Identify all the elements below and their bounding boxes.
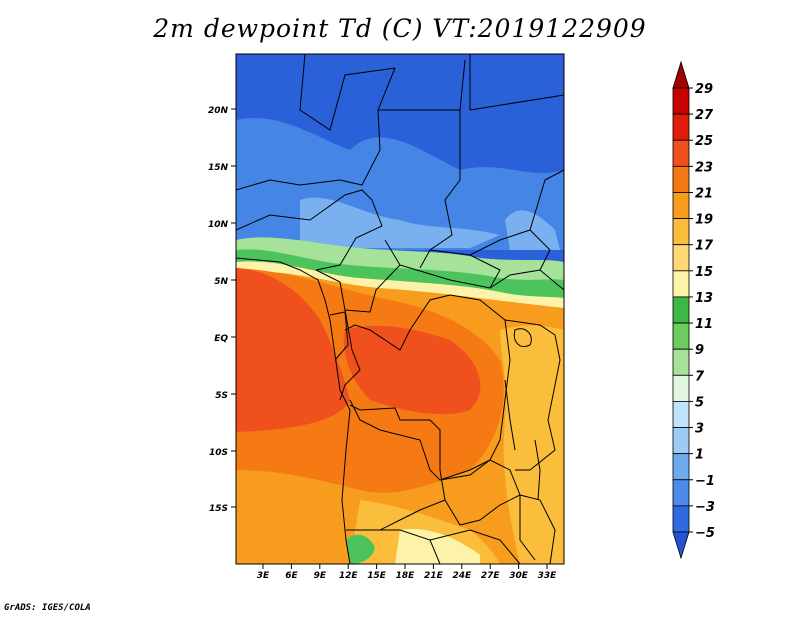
lat-label: 15N [208,163,229,173]
border-tanzania [504,319,561,471]
field-red-orange-congo [343,325,481,415]
colorbar-segment [672,479,690,507]
lon-label: 18E [396,571,416,581]
border-car [399,249,501,289]
colorbar-segment [672,113,690,141]
border-congo [339,309,361,401]
field-red-orange [236,268,350,432]
lon-label: 6E [285,571,298,581]
border-angola [346,404,446,531]
colorbar-label: 21 [695,186,713,201]
colorbar-segment [672,87,690,115]
border-niger-chad [236,67,396,191]
colorbar-segment [672,192,690,219]
colorbar-label: 19 [695,213,713,228]
border-drc [344,294,511,481]
colorbar-label: 25 [695,134,713,149]
lon-label: 33E [538,571,558,581]
colorbar-segment [672,218,690,246]
lon-label: 15E [367,571,387,581]
lat-label: EQ [214,334,228,344]
lon-label: 21E [424,571,444,581]
colorbar-label: 9 [695,343,704,358]
lon-label: 3E [257,571,270,581]
border-coast-west [236,257,351,564]
field-pale-yellow-south [395,529,480,564]
colorbar-segment [672,296,690,324]
border-ethiopia [529,169,564,231]
colorbar-segment [672,270,690,298]
border-gabon [329,311,349,361]
colorbar-segment [672,427,690,455]
lat-label: 15S [209,504,228,514]
lat-label: 5N [214,277,228,287]
colorbar-segment [672,244,690,272]
border-algeria-libya [299,54,396,131]
border-chad-sudan [378,59,466,269]
colorbar-label: 7 [695,369,705,384]
lake-malawi [534,439,541,501]
colorbar-segment [672,374,690,402]
colorbar-segment [672,505,690,533]
colorbar-label: 13 [695,291,713,306]
lon-label: 12E [339,571,359,581]
colorbar-label: −5 [695,526,715,541]
lake-victoria [513,328,532,347]
colorbar-label: 1 [695,448,704,463]
map-title: 2m dewpoint Td (C) VT:2019122909 [153,14,647,43]
border-south-sudan [469,229,551,289]
colorbar: 29 27 25 23 21 19 17 15 13 11 9 7 5 3 1 −1 −3 −5 [672,60,715,560]
dewpoint-field [236,54,564,564]
colorbar-label: 15 [695,265,713,280]
field-light-orange-east [500,325,564,564]
colorbar-label: 11 [695,317,713,332]
border-kenya [539,269,564,330]
colorbar-label: 29 [695,82,713,97]
lat-label: 10S [209,448,228,458]
border-sudan-egypt [469,94,564,111]
colorbar-bottom-arrow [672,531,690,560]
lat-label: 5S [215,391,228,401]
colorbar-label: 17 [695,239,714,254]
lon-label: 27E [481,571,501,581]
field-light-blue-east [505,210,560,250]
colorbar-label: 3 [695,422,704,437]
colorbar-top-arrow [672,60,690,89]
lat-label: 10N [208,220,229,230]
field-green-patch-namibia [346,534,375,564]
lon-label: 30E [509,571,529,581]
colorbar-segment [672,453,690,481]
colorbar-label: −1 [695,474,715,489]
colorbar-label: −3 [695,500,715,515]
country-borders [236,54,564,564]
lat-label: 20N [208,106,229,116]
field-light-blue [300,197,500,248]
lake-tanganyika [504,379,516,451]
grads-credit: GrADS: IGES/COLA [4,603,91,613]
border-nigeria [236,189,383,271]
map-frame [235,53,565,565]
colorbar-segment [672,348,690,376]
border-mozambique [519,494,556,564]
colorbar-label: 23 [695,160,713,175]
longitude-axis: 3E 6E 9E 12E 15E 18E 21E 24E 27E 30E 33E [257,564,557,581]
lon-label: 9E [314,571,327,581]
colorbar-label: 5 [695,395,704,410]
colorbar-segment [672,165,690,193]
latitude-axis: 20N 15N 10N 5N EQ 5S 10S 15S [208,106,236,514]
colorbar-label: 27 [695,108,714,123]
colorbar-segment [672,401,690,428]
border-namibia-botswana [346,529,521,564]
lon-label: 24E [452,571,472,581]
colorbar-segment [672,139,690,167]
colorbar-segment [672,322,690,350]
